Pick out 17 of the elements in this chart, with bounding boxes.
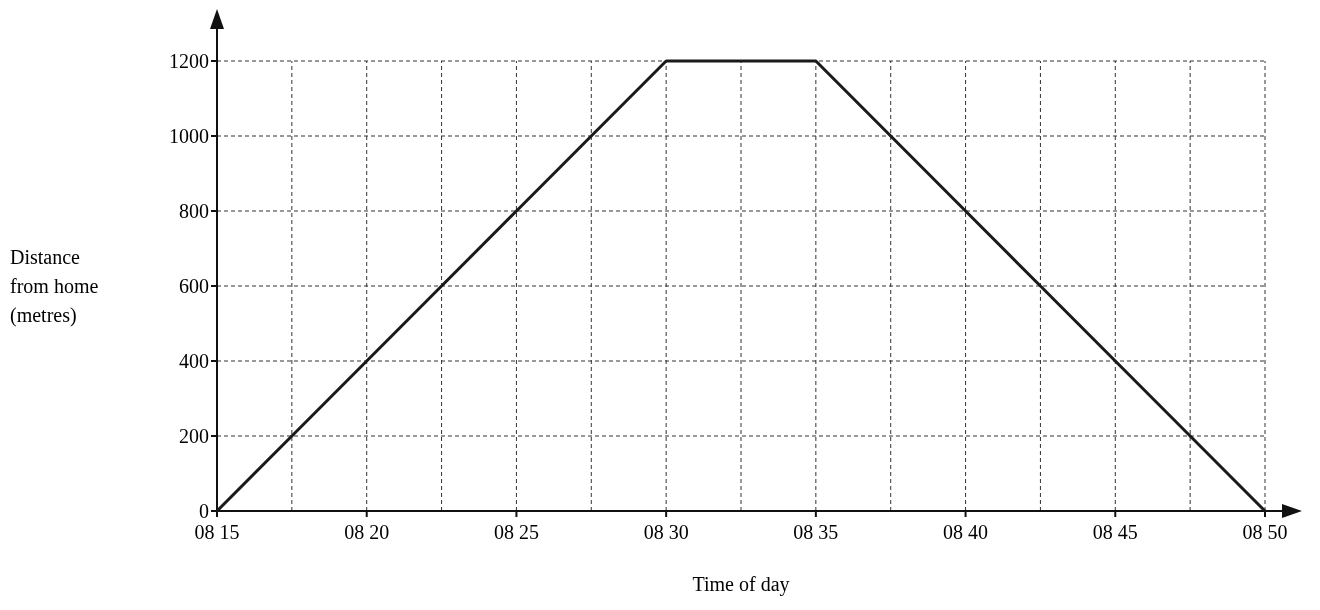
x-tick-label: 08 45 [1092,521,1138,543]
x-axis-title: Time of day [692,573,790,596]
x-tick-label: 08 15 [194,521,240,543]
y-tick-label: 600 [179,275,209,297]
x-tick-label: 08 30 [643,521,689,543]
x-tick-label: 08 35 [793,521,839,543]
x-tick-label: 08 50 [1242,521,1288,543]
y-tick-label: 1200 [169,50,209,72]
y-tick-label: 0 [199,500,209,522]
y-tick-label: 1000 [169,125,209,147]
x-tick-label: 08 25 [493,521,539,543]
x-tick-label: 08 40 [943,521,989,543]
y-axis-title: Distance from home (metres) [10,246,99,327]
y-tick-label: 400 [179,350,209,372]
y-tick-label: 800 [179,200,209,222]
y-tick-label: 200 [179,425,209,447]
x-tick-label: 08 20 [344,521,390,543]
